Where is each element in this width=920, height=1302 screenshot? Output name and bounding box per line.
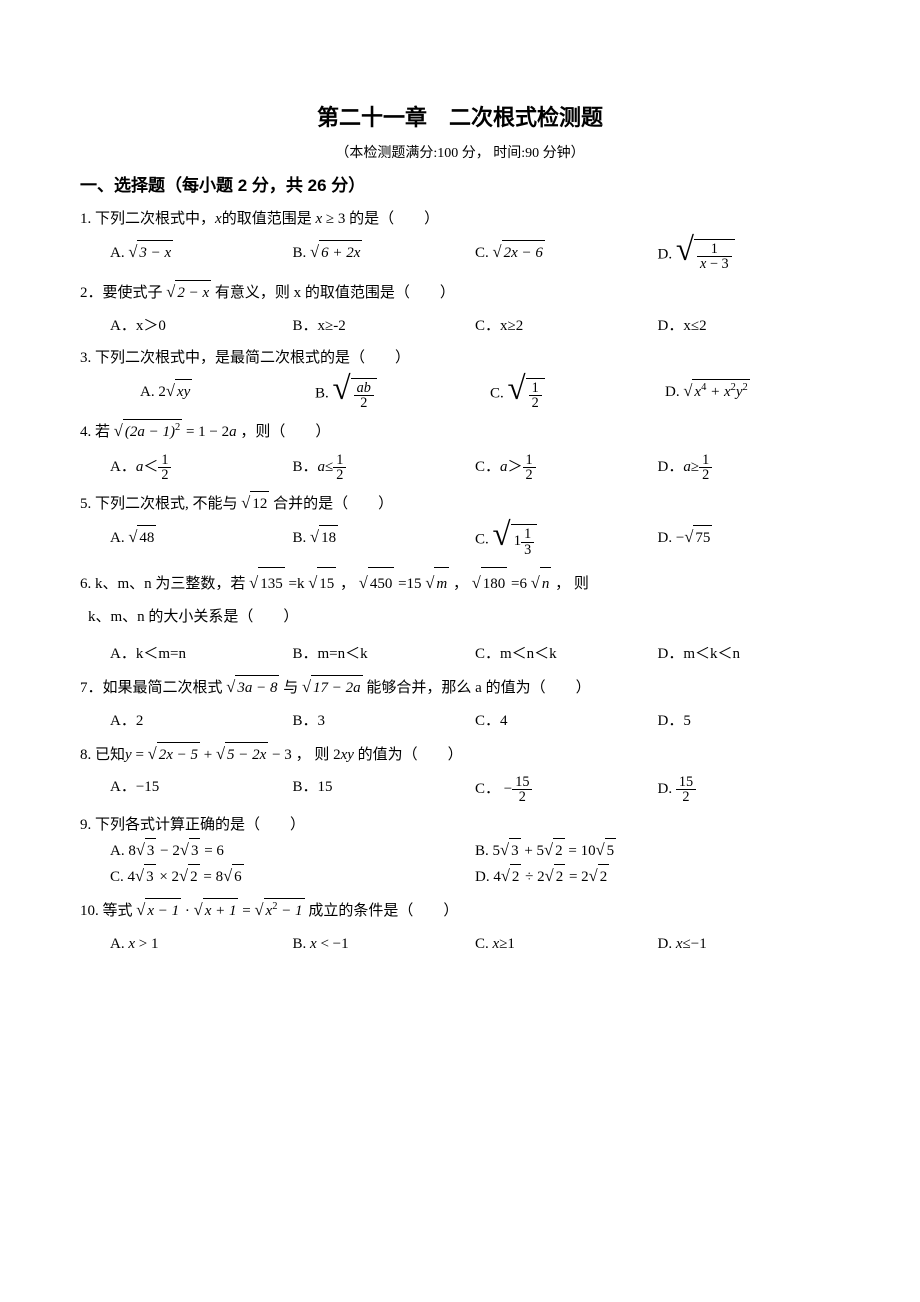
q6-opt-c: C．m＜n＜k: [475, 642, 658, 666]
q8-options: A．−15 B．15 C． −152 D. 152: [80, 775, 840, 805]
q8-opt-d: D. 152: [658, 775, 841, 805]
q6-stem-b: ， 则: [555, 576, 589, 592]
q1-opt-c: C. 2x − 6: [475, 239, 658, 272]
q7-opt-a: A．2: [110, 709, 293, 733]
q6-opt-a: A．k＜m=n: [110, 642, 293, 666]
q2-opt-d: D．x≤2: [658, 314, 841, 338]
q2-opt-b: B．x≥-2: [293, 314, 476, 338]
q7-stem-c: 能够合并，那么 a 的值为（ ）: [366, 680, 590, 696]
q4-opt-c: C．a＞12: [475, 453, 658, 483]
q1-stem-a: 1. 下列二次根式中，: [80, 211, 215, 227]
q8-opt-b: B．15: [293, 775, 476, 805]
question-8: 8. 已知y = 2x − 5 + 5 − 2x − 3 ， 则 2xy 的值为…: [80, 741, 840, 767]
q8-stem-b: ， 则: [296, 747, 330, 763]
q1-opt-b: B. 6 + 2x: [293, 239, 476, 272]
q2-stem-a: 2．要使式子: [80, 285, 163, 301]
q5-opt-d: D. −75: [658, 524, 841, 557]
q2-opt-c: C．x≥2: [475, 314, 658, 338]
q9-opt-d: D. 42 ÷ 22 = 22: [475, 863, 840, 889]
q7-options: A．2 B．3 C．4 D．5: [80, 709, 840, 733]
question-5: 5. 下列二次根式, 不能与 12 合并的是（ ）: [80, 490, 840, 516]
question-2: 2．要使式子 2 − x 有意义，则 x 的取值范围是（ ）: [80, 279, 840, 305]
q9-row1: A. 83 − 23 = 6 B. 53 + 52 = 105: [80, 837, 840, 863]
question-9: 9. 下列各式计算正确的是（ ）: [80, 813, 840, 837]
q5-options: A. 48 B. 18 C. √113 D. −75: [80, 524, 840, 557]
q3-options: A. 2xy B. √ab2 C. √12 D. x4 + x2y2: [80, 378, 840, 411]
q3-opt-c: C. √12: [490, 378, 665, 411]
q8-stem-c: 的值为（ ）: [358, 747, 463, 763]
q10-stem-b: 成立的条件是（ ）: [308, 903, 458, 919]
q2-opt-a: A．x＞0: [110, 314, 293, 338]
q10-opt-c: C. x≥1: [475, 932, 658, 956]
q7-opt-d: D．5: [658, 709, 841, 733]
q5-opt-a: A. 48: [110, 524, 293, 557]
q5-opt-c: C. √113: [475, 524, 658, 557]
question-4: 4. 若 (2a − 1)2 = 1 − 2a ，则（ ）: [80, 418, 840, 444]
q2-stem-b: 有意义，则 x 的取值范围是（ ）: [215, 285, 455, 301]
q3-opt-d: D. x4 + x2y2: [665, 378, 840, 411]
q5-opt-b: B. 18: [293, 524, 476, 557]
q5-stem-a: 5. 下列二次根式, 不能与: [80, 496, 238, 512]
q1-opt-d: D. √1x − 3: [658, 239, 841, 272]
q6-opt-d: D．m＜k＜n: [658, 642, 841, 666]
q4-stem-b: ，则（ ）: [240, 424, 330, 440]
q7-stem-a: 7．如果最简二次根式: [80, 680, 223, 696]
q3-opt-a: A. 2xy: [140, 378, 315, 411]
q1-stem-c: 的是（ ）: [349, 211, 439, 227]
q6-opt-b: B．m=n＜k: [293, 642, 476, 666]
page-title: 第二十一章 二次根式检测题: [80, 100, 840, 135]
q4-opt-b: B．a≤12: [293, 453, 476, 483]
question-10: 10. 等式 x − 1 · x + 1 = x2 − 1 成立的条件是（ ）: [80, 897, 840, 923]
question-6: 6. k、m、n 为三整数，若 135 =k 15 ， 450 =15 m ， …: [80, 565, 840, 634]
q7-stem-b: 与: [283, 680, 298, 696]
q5-stem-b: 合并的是（ ）: [273, 496, 393, 512]
q10-stem-a: 10. 等式: [80, 903, 133, 919]
q1-options: A. 3 − x B. 6 + 2x C. 2x − 6 D. √1x − 3: [80, 239, 840, 272]
q2-options: A．x＞0 B．x≥-2 C．x≥2 D．x≤2: [80, 314, 840, 338]
q8-opt-a: A．−15: [110, 775, 293, 805]
q8-opt-c: C． −152: [475, 775, 658, 805]
q4-stem-a: 4. 若: [80, 424, 110, 440]
q6-line2: k、m、n 的大小关系是（ ）: [80, 609, 298, 625]
q6-stem-a: 6. k、m、n 为三整数，若: [80, 576, 245, 592]
q1-stem-b: 的取值范围是: [222, 211, 312, 227]
q8-stem-a: 8. 已知: [80, 747, 125, 763]
section-heading: 一、选择题（每小题 2 分，共 26 分）: [80, 172, 840, 199]
exam-info: （本检测题满分:100 分， 时间:90 分钟）: [80, 143, 840, 165]
q1-opt-a: A. 3 − x: [110, 239, 293, 272]
q10-opt-b: B. x < −1: [293, 932, 476, 956]
q10-opt-d: D. x≤−1: [658, 932, 841, 956]
question-3: 3. 下列二次根式中，是最简二次根式的是（ ）: [80, 346, 840, 370]
q4-opt-a: A．a＜12: [110, 453, 293, 483]
question-7: 7．如果最简二次根式 3a − 8 与 17 − 2a 能够合并，那么 a 的值…: [80, 674, 840, 700]
q9-opt-c: C. 43 × 22 = 86: [110, 863, 475, 889]
q4-options: A．a＜12 B．a≤12 C．a＞12 D．a≥12: [80, 453, 840, 483]
q6-options: A．k＜m=n B．m=n＜k C．m＜n＜k D．m＜k＜n: [80, 642, 840, 666]
q9-row2: C. 43 × 22 = 86 D. 42 ÷ 22 = 22: [80, 863, 840, 889]
q9-opt-a: A. 83 − 23 = 6: [110, 837, 475, 863]
question-1: 1. 下列二次根式中，x的取值范围是 x ≥ 3 的是（ ）: [80, 207, 840, 231]
q10-opt-a: A. x > 1: [110, 932, 293, 956]
q9-opt-b: B. 53 + 52 = 105: [475, 837, 840, 863]
q3-opt-b: B. √ab2: [315, 378, 490, 411]
q10-options: A. x > 1 B. x < −1 C. x≥1 D. x≤−1: [80, 932, 840, 956]
q7-opt-b: B．3: [293, 709, 476, 733]
q7-opt-c: C．4: [475, 709, 658, 733]
q4-opt-d: D．a≥12: [658, 453, 841, 483]
